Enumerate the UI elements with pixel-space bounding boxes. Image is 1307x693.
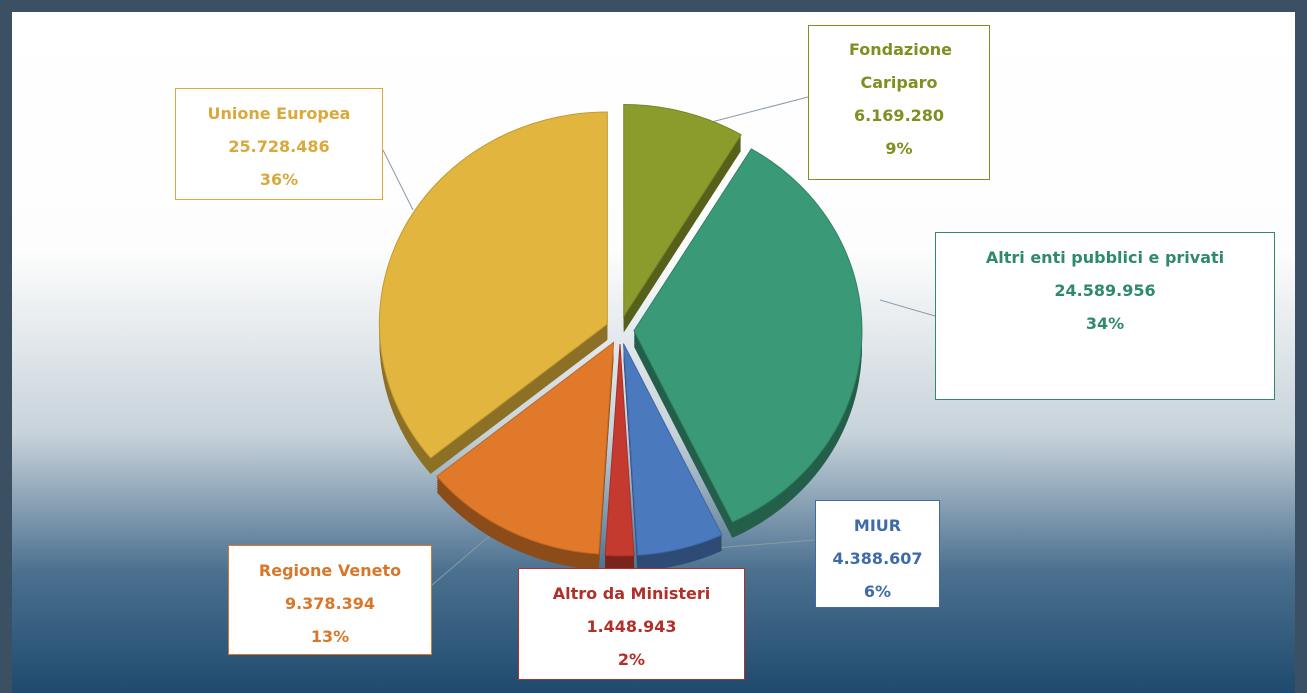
data-label: Regione Veneto 9.378.394 13% — [228, 545, 432, 655]
value-label: 4.388.607 — [832, 549, 923, 568]
data-label: Altri enti pubblici e privati 24.589.956 3… — [935, 232, 1275, 400]
category-label: MIUR — [853, 516, 902, 535]
category-label: Altro da Ministeri — [552, 584, 711, 603]
leader-line — [879, 299, 936, 317]
slice — [378, 111, 608, 459]
value-label: 24.589.956 — [1054, 281, 1156, 300]
slice — [623, 104, 742, 319]
slice — [623, 343, 723, 556]
leader-line — [382, 149, 414, 211]
category-label: Fondazione Cariparo — [849, 40, 952, 92]
percentage-label: 13% — [310, 627, 350, 646]
data-label: Altro da Ministeri 1.448.943 2% — [518, 568, 745, 680]
percentage-label: 2% — [617, 650, 646, 669]
value-label: 9.378.394 — [284, 594, 376, 613]
category-label: Regione Veneto — [258, 561, 402, 580]
percentage-label: 36% — [259, 170, 299, 189]
data-label: MIUR 4.388.607 6% — [815, 500, 940, 608]
leader-lines — [382, 96, 936, 586]
data-label: Fondazione Cariparo 6.169.280 9% — [808, 25, 990, 180]
slice — [436, 341, 615, 555]
category-label: Altri enti pubblici e privati — [985, 248, 1225, 267]
percentage-label: 9% — [885, 139, 913, 158]
leader-line — [431, 532, 494, 586]
slice — [633, 148, 863, 523]
slice — [604, 343, 635, 557]
percentage-label: 6% — [863, 582, 892, 601]
value-label: 25.728.486 — [228, 137, 330, 156]
value-label: 1.448.943 — [586, 617, 677, 636]
value-label: 6.169.280 — [853, 106, 945, 125]
leader-line — [714, 539, 816, 549]
category-label: Unione Europea — [207, 104, 351, 123]
percentage-label: 34% — [1085, 314, 1125, 333]
data-label: Unione Europea 25.728.486 36% — [175, 88, 383, 200]
leader-line — [699, 96, 809, 126]
